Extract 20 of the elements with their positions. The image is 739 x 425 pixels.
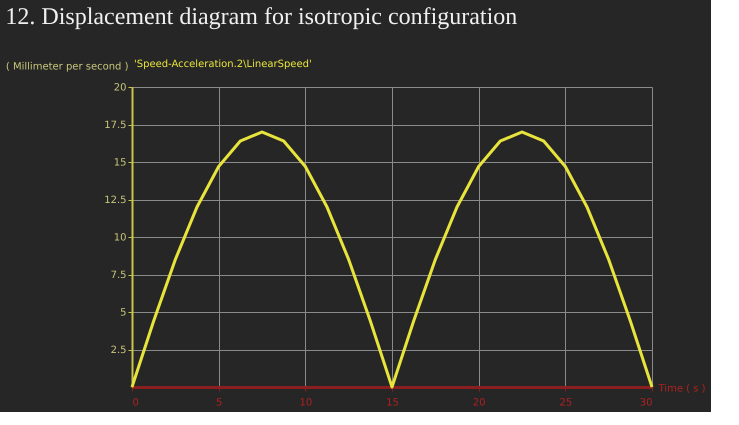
y-tick-label: 17.5: [104, 120, 126, 131]
y-axis-title: ( Millimeter per second ): [6, 62, 129, 72]
y-tick-label: 20: [114, 82, 126, 94]
text: 'Speed-Acceleration.2\LinearSpeed': [134, 59, 312, 70]
x-tick-label: 30: [640, 398, 652, 408]
y-tick-label: 15: [114, 158, 126, 168]
y-tick-label: 2.5: [110, 345, 126, 356]
x-tick-label: 10: [299, 398, 312, 408]
chart-title: 12. Displacement diagram for isotropic configuration: [5, 4, 518, 30]
x-tick-label: 5: [216, 398, 222, 408]
x-tick-label: 20: [472, 398, 486, 408]
y-tick-label: 10: [114, 232, 126, 244]
line-series: [130, 130, 654, 388]
y-tick-label: 5: [120, 308, 126, 318]
y-tick-label: 7.5: [110, 270, 126, 281]
x-axis-title: Time ( s ): [658, 384, 706, 394]
x-tick-label: 0: [132, 398, 139, 408]
y-tick-label: 12.5: [104, 195, 126, 206]
x-tick-label: 15: [386, 398, 399, 408]
x-tick-label: 25: [559, 398, 572, 408]
